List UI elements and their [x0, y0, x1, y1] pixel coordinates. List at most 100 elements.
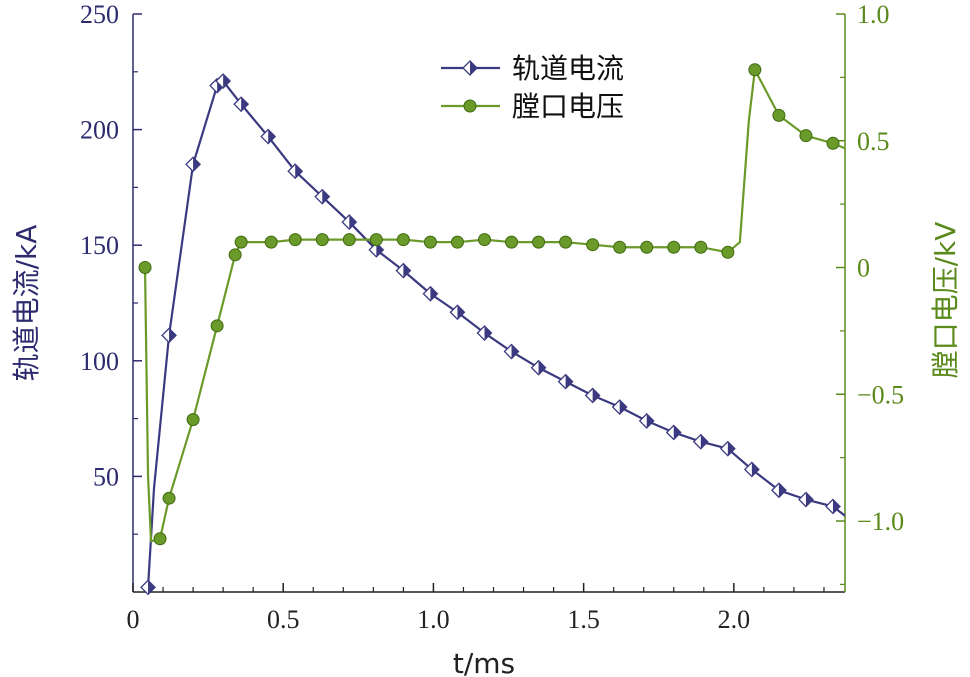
data-point	[450, 235, 464, 249]
data-point	[161, 327, 177, 344]
data-point	[799, 129, 813, 143]
data-point	[264, 235, 278, 249]
marker-fill	[169, 328, 177, 343]
data-point	[288, 233, 302, 247]
y-left-tick-label: 250	[80, 0, 119, 29]
data-point	[477, 233, 491, 247]
marker-fill	[457, 305, 465, 320]
data-point	[692, 433, 709, 450]
data-point	[449, 304, 466, 321]
legend-label: 轨道电流	[512, 52, 624, 85]
legend-label: 膛口电压	[512, 90, 624, 123]
data-point	[825, 498, 841, 515]
marker-fill	[241, 97, 249, 112]
data-point	[530, 359, 547, 376]
marker-fill	[322, 189, 330, 204]
data-point	[505, 235, 519, 249]
marker-fill	[592, 388, 600, 403]
marker-fill	[376, 242, 384, 257]
marker-fill	[700, 434, 708, 449]
marker-fill	[538, 360, 546, 375]
series-line	[146, 79, 846, 588]
data-point	[640, 240, 654, 254]
marker-fill	[295, 164, 303, 179]
y-right-tick-label: 1.0	[857, 0, 890, 29]
marker-fill	[484, 326, 492, 341]
y-left-axis-title: 轨道电流/kA	[10, 225, 43, 382]
y-left-tick-label: 50	[93, 462, 119, 491]
marker-fill	[619, 400, 627, 415]
marker-fill	[511, 344, 519, 359]
legend-marker	[463, 99, 477, 113]
x-tick-label: 0	[127, 605, 140, 634]
data-point	[162, 491, 176, 505]
data-point	[665, 424, 682, 441]
data-point	[770, 482, 787, 499]
data-point	[611, 399, 628, 415]
legend-item: 轨道电流	[441, 52, 624, 85]
data-point	[315, 233, 329, 247]
x-tick-label: 1.5	[567, 605, 600, 634]
marker-fill	[778, 483, 786, 498]
data-point	[638, 412, 655, 429]
x-tick-label: 2.0	[718, 605, 751, 634]
axes: 0 0.5 1.0 1.5 2.0 50 100 150 200 250 −1.0 −0.5 0 0.5 1…	[10, 0, 962, 677]
data-point	[476, 325, 493, 341]
marker-fill	[646, 413, 654, 428]
data-point	[503, 343, 520, 360]
data-point	[557, 373, 574, 390]
data-point	[342, 233, 356, 247]
data-point	[719, 440, 736, 457]
data-point	[743, 461, 760, 478]
data-point	[215, 73, 232, 89]
data-point	[138, 261, 152, 275]
data-point	[140, 579, 156, 596]
data-point	[396, 233, 410, 247]
marker-fill	[148, 580, 156, 595]
x-axis-title: t/ms	[453, 647, 515, 677]
data-point	[559, 235, 573, 249]
marker-fill	[193, 157, 201, 172]
data-point	[228, 248, 242, 262]
marker-fill	[268, 129, 276, 144]
marker-fill	[727, 441, 735, 456]
marker-fill	[430, 286, 438, 301]
series-layer	[138, 63, 846, 596]
data-point	[694, 240, 708, 254]
legend-marker	[462, 60, 478, 76]
marker-fill	[832, 499, 840, 514]
marker-fill	[673, 425, 681, 440]
data-point	[772, 108, 786, 122]
y-right-tick-label: −1.0	[857, 507, 904, 536]
y-right-tick-label: −0.5	[857, 380, 904, 409]
data-point	[532, 235, 546, 249]
data-point	[368, 241, 385, 258]
data-point	[423, 235, 437, 249]
data-point	[260, 128, 277, 145]
marker-fill	[403, 263, 411, 278]
data-point	[153, 532, 167, 546]
data-point	[586, 238, 600, 252]
x-tick-label: 0.5	[267, 605, 300, 634]
x-tick-label: 1.0	[417, 605, 450, 634]
data-point	[341, 214, 358, 230]
y-right-tick-label: 0	[857, 254, 870, 283]
series-line	[143, 68, 846, 543]
marker-fill	[223, 74, 231, 89]
data-point	[613, 240, 627, 254]
data-point	[667, 240, 681, 254]
series-voltage	[138, 63, 846, 546]
data-point	[584, 387, 601, 404]
data-point	[369, 233, 383, 247]
marker-fill	[470, 61, 477, 75]
data-point	[826, 136, 840, 150]
data-point	[314, 188, 331, 205]
y-left-tick-label: 100	[80, 347, 119, 376]
data-point	[185, 156, 202, 173]
data-point	[721, 245, 735, 259]
data-point	[287, 163, 304, 180]
data-point	[798, 491, 814, 508]
data-point	[395, 262, 412, 279]
